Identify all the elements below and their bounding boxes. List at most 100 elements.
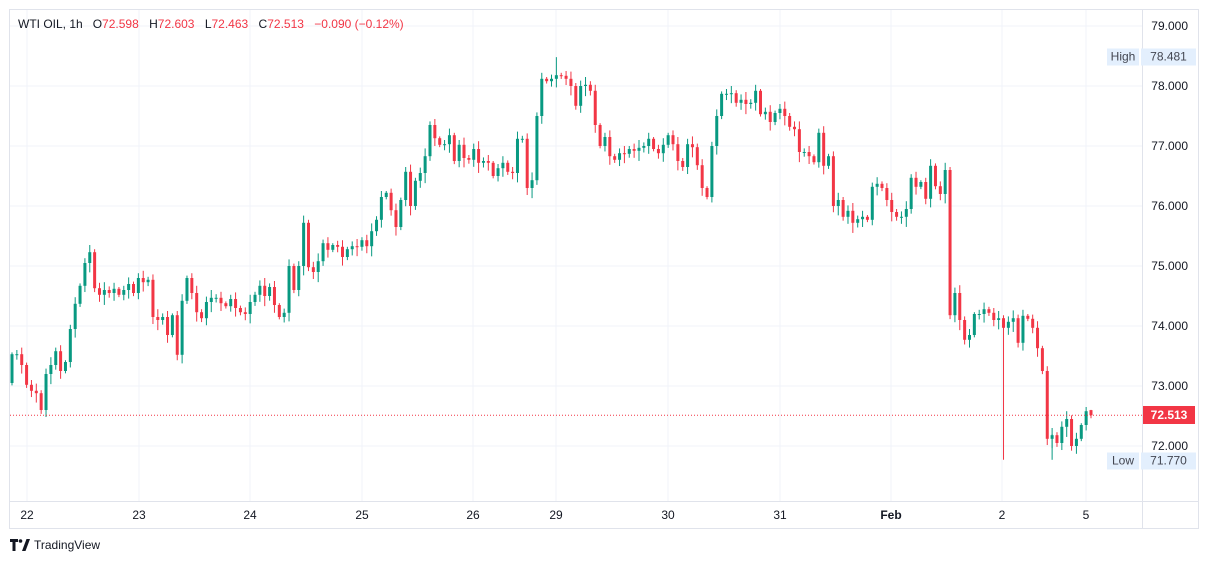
- candle-down: [933, 165, 937, 187]
- candle-up: [715, 116, 719, 146]
- candle-up: [540, 78, 544, 116]
- candle-up: [404, 171, 408, 200]
- candle-up: [229, 299, 233, 307]
- candle-up: [1065, 419, 1069, 427]
- candle-down: [190, 278, 194, 293]
- candle-up: [360, 240, 364, 247]
- candle-down: [652, 138, 656, 149]
- candle-down: [409, 171, 413, 206]
- candle-down: [272, 287, 276, 305]
- candle-down: [885, 188, 889, 200]
- candle-up: [929, 165, 933, 199]
- candle-down: [277, 305, 281, 317]
- candle-down: [608, 137, 612, 157]
- candle-down: [890, 200, 894, 212]
- candle-up: [997, 318, 1001, 320]
- candle-up: [302, 222, 306, 266]
- candle-down: [156, 317, 160, 320]
- candle-down: [467, 158, 471, 160]
- candle-down: [564, 75, 568, 79]
- candle-down: [292, 266, 296, 290]
- candle-down: [132, 284, 136, 293]
- candle-up: [535, 116, 539, 181]
- candle-down: [924, 182, 928, 199]
- last-price-label: 72.513: [1143, 406, 1195, 424]
- candle-down: [107, 290, 111, 293]
- candle-down: [151, 279, 155, 317]
- candle-down: [593, 90, 597, 125]
- price-tick: 77.000: [1151, 139, 1188, 153]
- candle-down: [613, 156, 617, 160]
- candle-up: [720, 93, 724, 116]
- candle-down: [263, 285, 267, 296]
- price-tick: 72.000: [1151, 439, 1188, 453]
- candle-up: [550, 78, 553, 82]
- candle-up: [972, 314, 976, 335]
- candle-down: [574, 86, 578, 106]
- candle-up: [287, 266, 291, 313]
- candle-down: [34, 390, 38, 394]
- candle-up: [724, 93, 728, 95]
- candle-up: [136, 278, 140, 293]
- candle-down: [700, 165, 704, 188]
- candle-up: [977, 314, 981, 315]
- candle-up: [496, 168, 500, 176]
- candle-down: [656, 149, 660, 154]
- time-tick: 30: [661, 508, 675, 522]
- time-tick: 22: [20, 508, 34, 522]
- candle-down: [758, 90, 762, 115]
- close-label: C: [258, 17, 268, 31]
- candle-down: [948, 170, 952, 316]
- candle-up: [15, 354, 19, 356]
- open-value: 72.598: [102, 17, 139, 31]
- tradingview-logo[interactable]: TradingView: [10, 538, 100, 552]
- candle-up: [185, 278, 189, 301]
- candle-up: [345, 249, 349, 257]
- candle-down: [992, 312, 996, 320]
- candle-down: [117, 288, 121, 295]
- time-tick: 31: [773, 508, 787, 522]
- candle-up: [982, 309, 986, 314]
- candle-down: [433, 125, 437, 139]
- candle-up: [729, 93, 733, 95]
- brand-name: TradingView: [34, 538, 101, 552]
- candle-down: [59, 351, 63, 371]
- candle-up: [661, 144, 665, 154]
- candle-down: [1016, 318, 1020, 343]
- candle-up: [763, 111, 767, 115]
- candle-up: [618, 153, 622, 160]
- candle-down: [690, 144, 694, 148]
- candle-down: [525, 138, 529, 188]
- time-tick: 5: [1082, 508, 1090, 522]
- candle-up: [501, 162, 505, 169]
- change-value: −0.090 (−0.12%): [314, 17, 404, 31]
- candle-up: [399, 200, 403, 227]
- candle-up: [54, 351, 58, 365]
- candle-down: [569, 78, 573, 86]
- candle-up: [472, 149, 476, 160]
- candle-down: [394, 210, 398, 227]
- candle-down: [224, 303, 228, 307]
- candle-down: [793, 126, 797, 130]
- candle-down: [311, 267, 315, 272]
- candle-down: [598, 125, 602, 146]
- candle-up: [375, 219, 379, 232]
- candle-up: [331, 245, 335, 250]
- candle-up: [282, 312, 286, 317]
- time-tick: Feb: [880, 508, 902, 522]
- symbol-name: WTI OIL, 1h: [18, 17, 83, 31]
- candle-up: [642, 146, 646, 148]
- chart-pane[interactable]: [9, 9, 1199, 529]
- candle-up: [370, 231, 374, 247]
- candle-up: [112, 288, 116, 293]
- candle-down: [744, 99, 748, 104]
- candle-down: [588, 84, 592, 91]
- candle-up: [554, 75, 558, 79]
- candle-up: [248, 302, 252, 314]
- candle-down: [783, 108, 787, 116]
- candle-down: [243, 312, 247, 314]
- candle-up: [953, 293, 957, 316]
- candle-up: [666, 135, 670, 145]
- candle-down: [306, 222, 310, 268]
